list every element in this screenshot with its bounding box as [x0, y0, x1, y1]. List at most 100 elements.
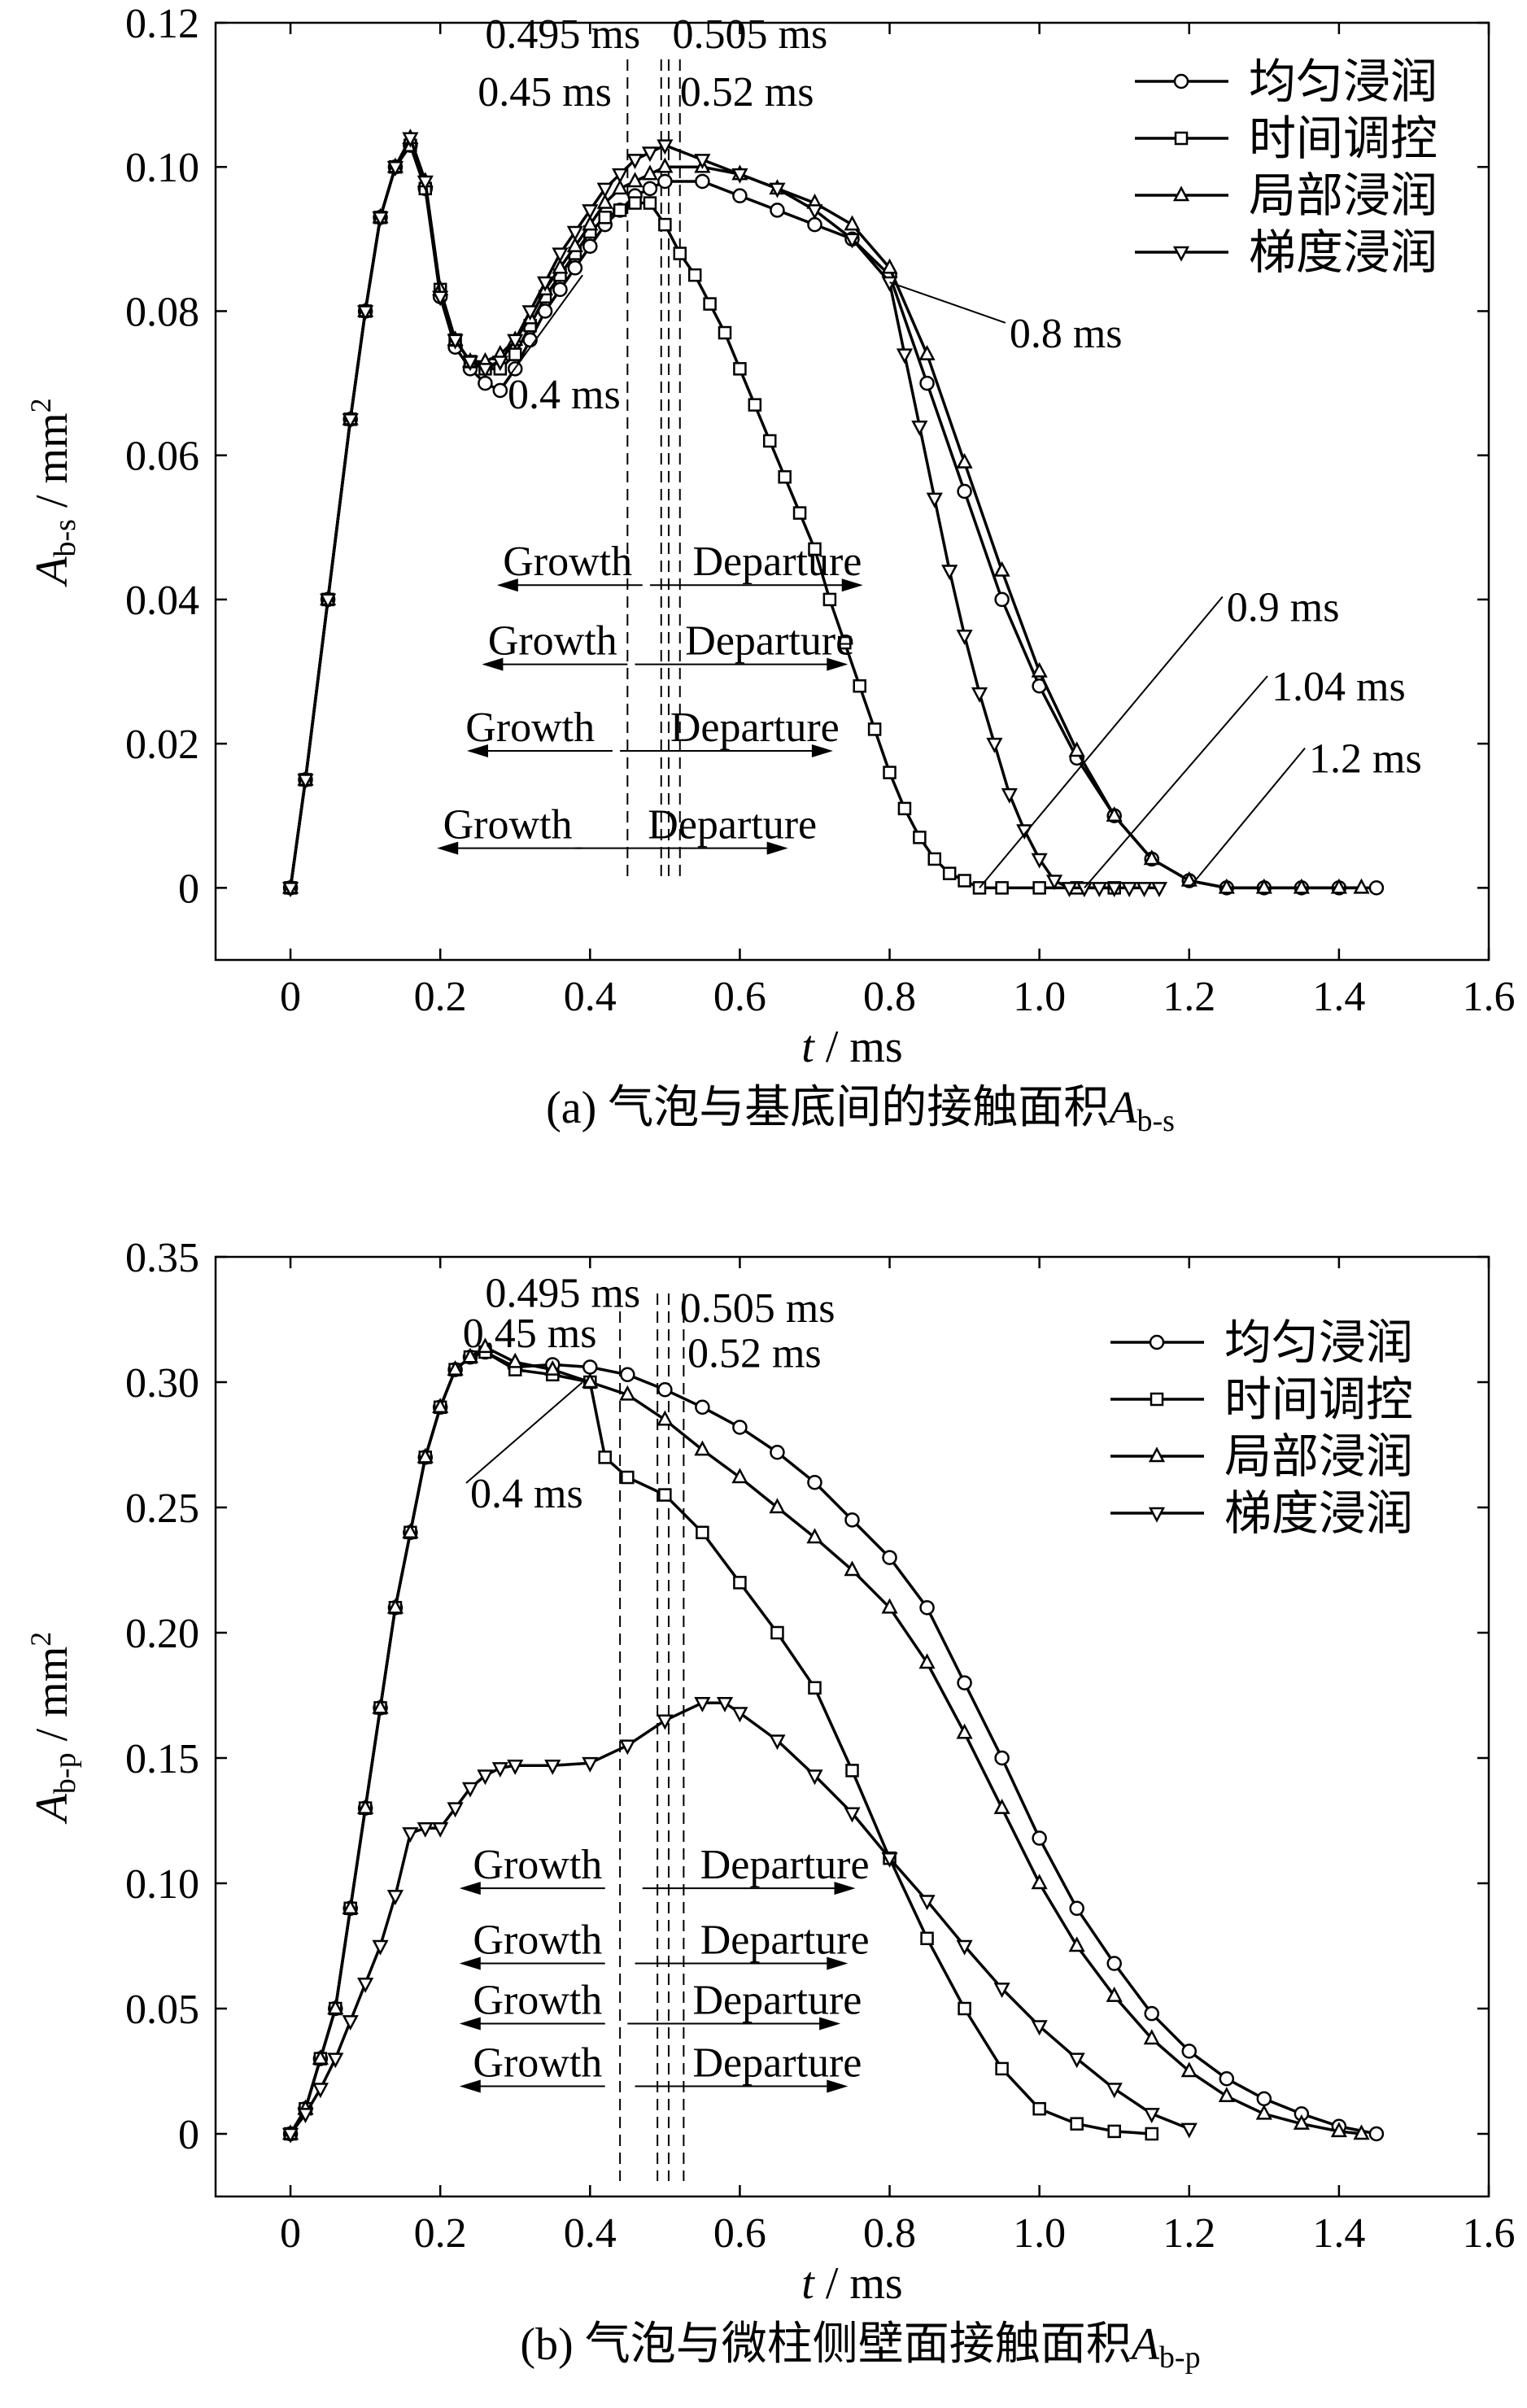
data-point [694, 154, 711, 170]
data-point [619, 1739, 636, 1756]
data-point [598, 1450, 612, 1464]
data-point [544, 1359, 561, 1376]
data-point [657, 1714, 674, 1730]
data-point [822, 592, 837, 607]
x-tick-label: 1.4 [1312, 2210, 1365, 2257]
data-point [536, 276, 554, 292]
data-point [507, 1759, 524, 1775]
legend-entry: 局部浸润 [1135, 169, 1438, 222]
data-point [881, 1852, 898, 1868]
x-tick-label: 1.2 [1163, 2210, 1215, 2257]
data-point [417, 1447, 434, 1464]
data-point [1107, 2124, 1121, 2139]
data-point [657, 1381, 673, 1398]
data-point [1091, 882, 1108, 898]
annotation-label: 0.8 ms [1010, 311, 1123, 357]
data-point [956, 1723, 973, 1739]
data-point [993, 561, 1010, 577]
caption-text: (a) 气泡与基底间的接触面积 [546, 1083, 1109, 1133]
x-tick-label: 1.6 [1463, 2210, 1516, 2257]
data-point [386, 1598, 404, 1614]
data-point [342, 1899, 359, 1915]
data-point [808, 542, 822, 556]
data-point [919, 1599, 935, 1616]
data-point [1045, 875, 1063, 891]
chart-panel-b: 0 0.2 0.4 0.6 0.8 1.0 1.2 1.4 1.6 0 0.05 0.10 0.15 0.… [24, 1235, 1516, 2375]
data-point [1145, 2127, 1158, 2141]
x-tick-label: 0.8 [863, 974, 916, 1020]
departure-arrowhead [834, 1882, 856, 1895]
data-point [1069, 1900, 1084, 1917]
data-point [1031, 1874, 1048, 1890]
annotation-leader [1084, 675, 1268, 889]
data-point [778, 470, 792, 484]
data-point [447, 1802, 464, 1818]
data-point [942, 866, 957, 880]
x-tick-label: 1.6 [1463, 974, 1516, 1020]
departure-label: Departure [700, 1917, 870, 1964]
caption-subscript: b-p [1159, 2340, 1201, 2375]
annotation-label: 0.4 ms [508, 372, 621, 418]
departure-arrowhead [827, 657, 849, 671]
growth-label: Growth [473, 1842, 602, 1888]
data-point [357, 305, 374, 321]
growth-arrowhead [459, 1882, 481, 1895]
data-point [447, 334, 464, 350]
data-point [1368, 2126, 1385, 2142]
x-tick-label: 0.4 [564, 2210, 617, 2257]
data-point [507, 334, 524, 350]
legend-label: 时间调控 [1224, 1373, 1413, 1426]
x-tick-label: 1.0 [1013, 974, 1066, 1020]
data-point [642, 181, 658, 197]
growth-arrowhead [459, 1956, 481, 1970]
series-1 [283, 138, 1121, 895]
legend-label: 时间调控 [1249, 112, 1438, 165]
data-point [770, 203, 785, 218]
legend-entry: 梯度浸润 [1110, 1487, 1413, 1540]
x-tick-label: 0.2 [414, 2210, 467, 2257]
data-point [657, 157, 674, 173]
data-point [733, 1576, 747, 1590]
data-point [1255, 2104, 1272, 2120]
legend-label: 局部浸润 [1249, 169, 1438, 222]
annotation-leader [503, 274, 583, 385]
growth-label: Growth [488, 618, 617, 665]
data-point [461, 1347, 479, 1363]
data-point [807, 216, 822, 233]
data-point [918, 344, 936, 360]
x-axis-unit: / ms [814, 1022, 903, 1072]
growth-label: Growth [503, 539, 632, 585]
x-tick-label: 0.6 [713, 2210, 766, 2257]
data-point [993, 1983, 1010, 1999]
data-point [1368, 880, 1385, 896]
data-point [853, 679, 866, 693]
data-point [402, 1827, 419, 1843]
growth-label: Growth [465, 705, 595, 751]
data-point [566, 225, 583, 242]
data-point [477, 1337, 494, 1354]
data-point [1143, 2108, 1160, 2124]
data-point [658, 217, 672, 232]
x-tick-label: 0.8 [863, 2210, 916, 2257]
data-point [357, 1798, 374, 1814]
data-point [844, 1560, 861, 1577]
data-point [920, 1931, 934, 1946]
chart-panel-a: 0 0.2 0.4 0.6 0.8 1.0 1.2 1.4 1.6 0 0.02 0.04 0.06 0.… [24, 1, 1516, 1138]
data-point [491, 356, 508, 372]
figure-caption: (a) 气泡与基底间的接触面积Ab-s [546, 1083, 1175, 1138]
annotation-label: 0.9 ms [1227, 585, 1340, 631]
figure-caption: (b) 气泡与微柱侧壁面接触面积Ab-p [520, 2319, 1200, 2375]
data-point [596, 182, 613, 198]
data-point [1032, 881, 1046, 895]
growth-label: Growth [443, 802, 573, 848]
data-point [957, 483, 972, 499]
x-axis-label: t / ms [801, 1022, 902, 1072]
data-point [612, 168, 629, 184]
series-line [289, 143, 1115, 890]
y-axis-sup: 2 [24, 398, 57, 412]
data-point [432, 1821, 449, 1838]
data-point [508, 347, 522, 361]
data-point [1032, 2101, 1046, 2116]
x-tick-label: 0 [280, 2210, 301, 2257]
departure-arrowhead [766, 841, 788, 855]
